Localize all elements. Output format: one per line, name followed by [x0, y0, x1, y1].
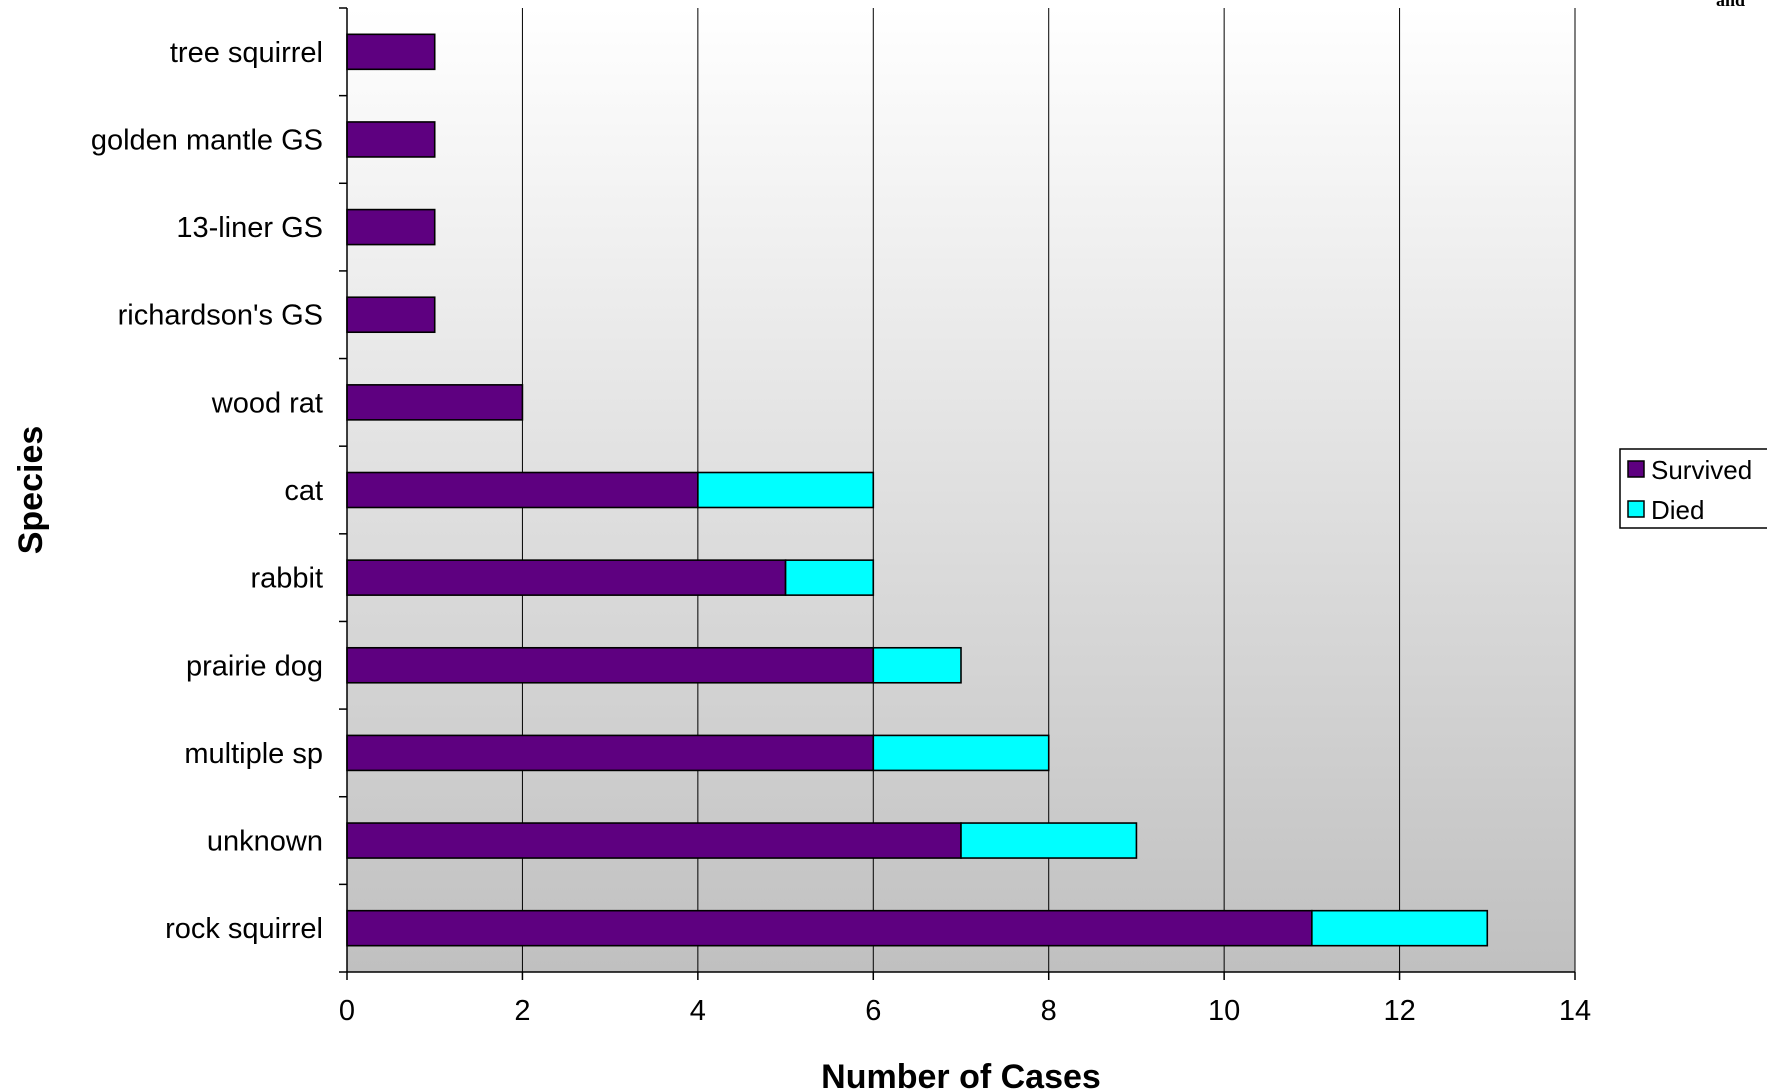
x-tick-label-5: 10 [1208, 995, 1240, 1027]
bar-survived-rock-squirrel [346, 909, 1313, 947]
bar-survived-unknown [346, 822, 962, 859]
x-tick-label-3: 6 [865, 995, 881, 1027]
y-tick-label-rock-squirrel: rock squirrel [165, 913, 323, 945]
bar-survived-golden-mantle-gs [346, 121, 436, 158]
bar-survived-prairie-dog [346, 646, 875, 684]
y-tick-label-golden-mantle-gs: golden mantle GS [91, 124, 323, 156]
legend-swatch-survived [1627, 460, 1645, 478]
bars [346, 33, 1489, 947]
corner-text: and [1716, 0, 1745, 10]
y-tick-labels: rock squirrel unknown multiple sp prairie d… [91, 37, 323, 945]
bar-died-unknown [960, 822, 1138, 859]
x-tick-label-0: 0 [339, 995, 355, 1027]
x-tick-label-6: 12 [1383, 995, 1415, 1027]
bar-survived-wood-rat [346, 384, 524, 421]
y-tick-label-unknown: unknown [207, 826, 323, 858]
legend: Survived Died [1619, 448, 1767, 529]
y-tick-label-cat: cat [284, 475, 323, 507]
legend-label-died: Died [1651, 495, 1704, 525]
bar-survived-rabbit [346, 559, 787, 596]
bar-survived-richardson-s-gs [346, 296, 436, 334]
x-tick-label-4: 8 [1041, 995, 1057, 1027]
x-tick-label-2: 4 [690, 995, 706, 1027]
y-tick-label-13-liner-gs: 13-liner GS [176, 212, 323, 244]
bar-died-rabbit [784, 559, 875, 596]
bar-survived-13-liner-gs [346, 208, 436, 246]
y-tick-label-multiple-sp: multiple sp [184, 738, 323, 770]
y-tick-label-tree-squirrel: tree squirrel [170, 37, 323, 69]
y-tick-label-richardson-s-gs: richardson's GS [118, 300, 323, 332]
y-tick-label-wood-rat: wood rat [211, 387, 323, 419]
x-axis-title: Number of Cases [821, 1058, 1101, 1092]
bar-survived-multiple-sp [346, 734, 875, 772]
bar-died-rock-squirrel [1311, 909, 1489, 947]
bar-died-prairie-dog [872, 646, 962, 684]
bar-died-cat [697, 471, 875, 509]
x-tick-label-7: 14 [1559, 995, 1591, 1027]
bar-died-multiple-sp [872, 734, 1050, 772]
x-tick-label-1: 2 [514, 995, 530, 1027]
y-axis-title: Species [12, 426, 50, 555]
bar-survived-cat [346, 471, 699, 509]
y-tick-label-rabbit: rabbit [250, 563, 323, 595]
legend-label-survived: Survived [1651, 455, 1752, 485]
axes [339, 7, 1576, 980]
y-tick-label-prairie-dog: prairie dog [186, 650, 323, 682]
bar-survived-tree-squirrel [346, 33, 436, 71]
legend-swatch-died [1627, 500, 1645, 518]
x-tick-labels: 0 2 4 6 8 10 12 14 [339, 995, 1591, 1027]
